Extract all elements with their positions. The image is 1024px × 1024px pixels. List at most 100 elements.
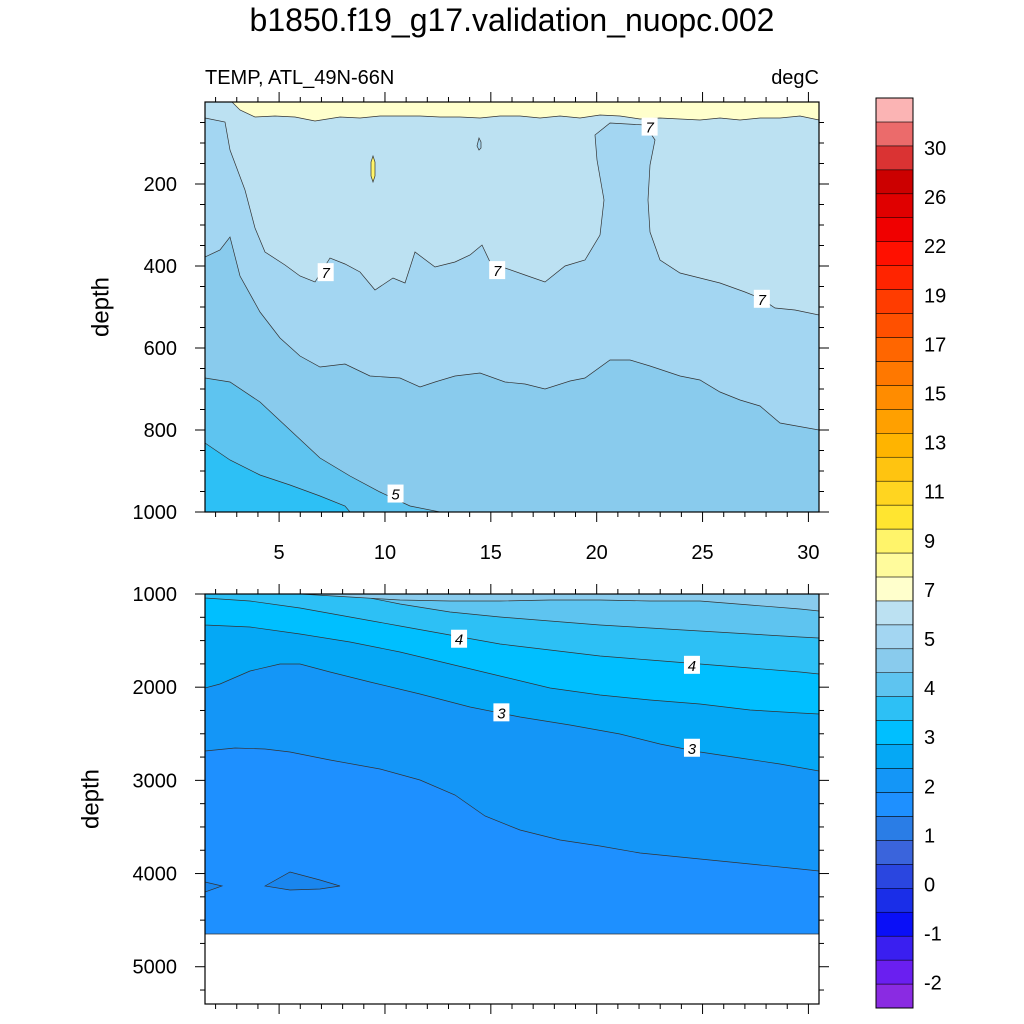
contour-label-box: [641, 117, 658, 136]
upper-contour-labels: 7 7 7 7 5: [317, 117, 770, 504]
colorbar-frame: [875, 97, 914, 1009]
colorbar-swatch: [875, 480, 914, 506]
colorbar-label: 17: [924, 334, 946, 356]
y-tick-label: 3000: [133, 770, 178, 792]
contour-label-box: [317, 263, 334, 282]
contour-label-box: [387, 484, 404, 503]
colorbar-swatch: [875, 624, 914, 650]
y-tick-label: 2000: [133, 677, 178, 699]
contour-label: 7: [645, 120, 654, 137]
contour-label-box: [493, 703, 510, 722]
colorbar-swatch: [875, 911, 914, 937]
y-tick-label: 600: [144, 338, 177, 360]
contour-label: 5: [391, 487, 400, 504]
colorbar-label: 15: [924, 384, 946, 406]
y-tick-label: 4000: [133, 864, 178, 886]
y-tick-label: 800: [144, 420, 177, 442]
colorbar-swatch: [875, 313, 914, 338]
x-tick-label: 25: [691, 542, 713, 564]
upper-fill-3c: [205, 442, 351, 512]
y-tick-label: 1000: [133, 502, 178, 524]
colorbar-swatch: [875, 145, 914, 171]
colorbar-swatch: [875, 456, 914, 482]
colorbar-swatch: [875, 361, 914, 386]
colorbar-swatch: [875, 600, 914, 626]
colorbar-label: 26: [924, 187, 946, 209]
left-string: TEMP, ATL_49N-66N: [205, 67, 394, 89]
colorbar-swatch: [875, 241, 914, 266]
colorbar-swatch: [875, 121, 914, 147]
colorbar-label: 11: [924, 482, 945, 504]
colorbar-swatch: [875, 672, 914, 697]
contour-label-box: [753, 289, 770, 308]
colorbar-swatch: [875, 935, 914, 961]
colorbar-swatch: [875, 433, 914, 458]
colorbar-label: -2: [924, 973, 942, 995]
colorbar-swatch: [875, 744, 914, 769]
colorbar-swatch: [875, 720, 914, 745]
y-tick-label: 5000: [133, 957, 178, 979]
x-tick-label: 30: [797, 542, 819, 564]
upper-panel-contours: [205, 102, 819, 512]
colorbar-label: 19: [924, 285, 946, 307]
chart-title: b1850.f19_g17.validation_nuopc.002: [249, 2, 775, 38]
upper-ylabel: depth: [87, 277, 114, 337]
colorbar-label: 3: [924, 727, 935, 749]
lower-axes: 1000 2000 3000 4000 5000: [133, 584, 829, 1014]
colorbar-label: 0: [924, 875, 935, 897]
contour-label-box: [683, 655, 700, 674]
colorbar-label: 13: [924, 433, 946, 455]
lower-fill-5c: [205, 594, 819, 639]
contour-label: 7: [758, 292, 767, 309]
lower-ylabel: depth: [77, 769, 104, 829]
colorbar-swatch: [875, 337, 914, 362]
colorbar-swatch: [875, 193, 914, 218]
colorbar-swatch: [875, 409, 914, 434]
colorbar-label: 7: [924, 580, 935, 602]
colorbar: 30 26 22 19 17 15 13 11 9 7 5 4 3 2 1 0 -1 -2: [875, 97, 946, 1009]
colorbar-swatch: [875, 265, 914, 290]
colorbar-swatch: [875, 840, 914, 865]
contour-label: 4: [455, 632, 463, 649]
colorbar-swatch: [875, 576, 914, 602]
upper-fill-9c: [205, 102, 819, 122]
colorbar-swatch: [875, 768, 914, 793]
x-tick-label: 10: [374, 542, 396, 564]
contour-label: 4: [688, 658, 696, 675]
colorbar-label: 22: [924, 236, 946, 258]
right-string: degC: [771, 67, 819, 89]
colorbar-swatch: [875, 888, 914, 913]
x-tick-label: 5: [274, 542, 285, 564]
y-tick-label: 200: [144, 174, 177, 196]
upper-blob-small: [476, 136, 482, 151]
colorbar-label: -1: [924, 924, 942, 946]
y-tick-label: 1000: [133, 584, 178, 606]
colorbar-swatch: [875, 528, 914, 554]
colorbar-swatch: [875, 289, 914, 314]
contour-label-box: [489, 261, 506, 280]
colorbar-swatch: [875, 385, 914, 410]
upper-fill-7c: [205, 102, 819, 316]
colorbar-label: 2: [924, 776, 935, 798]
lower-fill-5-5c: [299, 594, 819, 612]
contour-label: 7: [322, 265, 331, 282]
lower-panel-contours: [205, 594, 819, 1004]
lower-bottom-blob-a: [205, 881, 224, 893]
x-tick-label: 15: [480, 542, 502, 564]
lower-bottom-blob-b: [263, 871, 341, 891]
colorbar-swatch: [875, 864, 914, 889]
x-tick-label: 20: [586, 542, 608, 564]
colorbar-swatch: [875, 696, 914, 721]
upper-blob-warm: [370, 154, 376, 184]
colorbar-swatch: [875, 792, 914, 817]
colorbar-label: 9: [924, 531, 935, 553]
contour-label: 3: [688, 741, 697, 758]
colorbar-swatch: [875, 504, 914, 530]
colorbar-swatch: [875, 169, 914, 195]
contour-label: 7: [493, 263, 502, 280]
colorbar-label: 30: [924, 138, 946, 160]
contour-label-box: [683, 738, 700, 757]
colorbar-label: 4: [924, 678, 935, 700]
colorbar-swatch: [875, 816, 914, 841]
